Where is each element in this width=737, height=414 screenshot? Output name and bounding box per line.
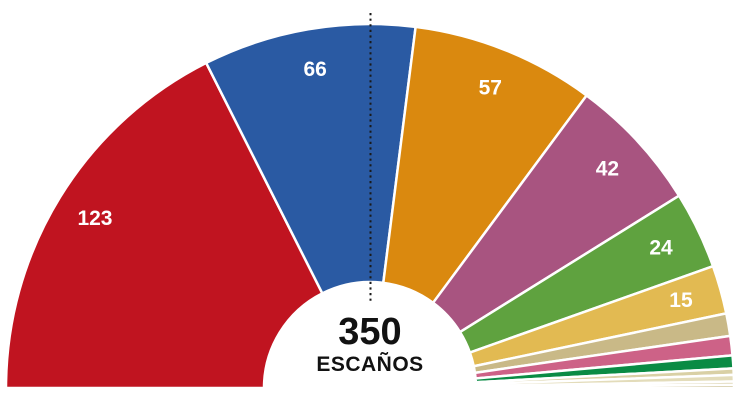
slice-label: 42	[596, 158, 619, 181]
slice-label: 57	[479, 77, 502, 100]
chart-slice	[4, 61, 324, 390]
total-seats-value: 350	[338, 311, 402, 353]
total-seats-label: 350 ESCAÑOS	[316, 313, 423, 377]
chart-slice	[204, 22, 417, 295]
chart-slice	[382, 25, 588, 305]
total-seats-caption: ESCAÑOS	[316, 353, 424, 376]
chart-slice	[474, 383, 736, 390]
slice-label: 123	[77, 207, 112, 230]
slice-label: 66	[304, 58, 327, 81]
slice-label: 24	[649, 236, 673, 259]
slice-label: 15	[669, 289, 693, 312]
